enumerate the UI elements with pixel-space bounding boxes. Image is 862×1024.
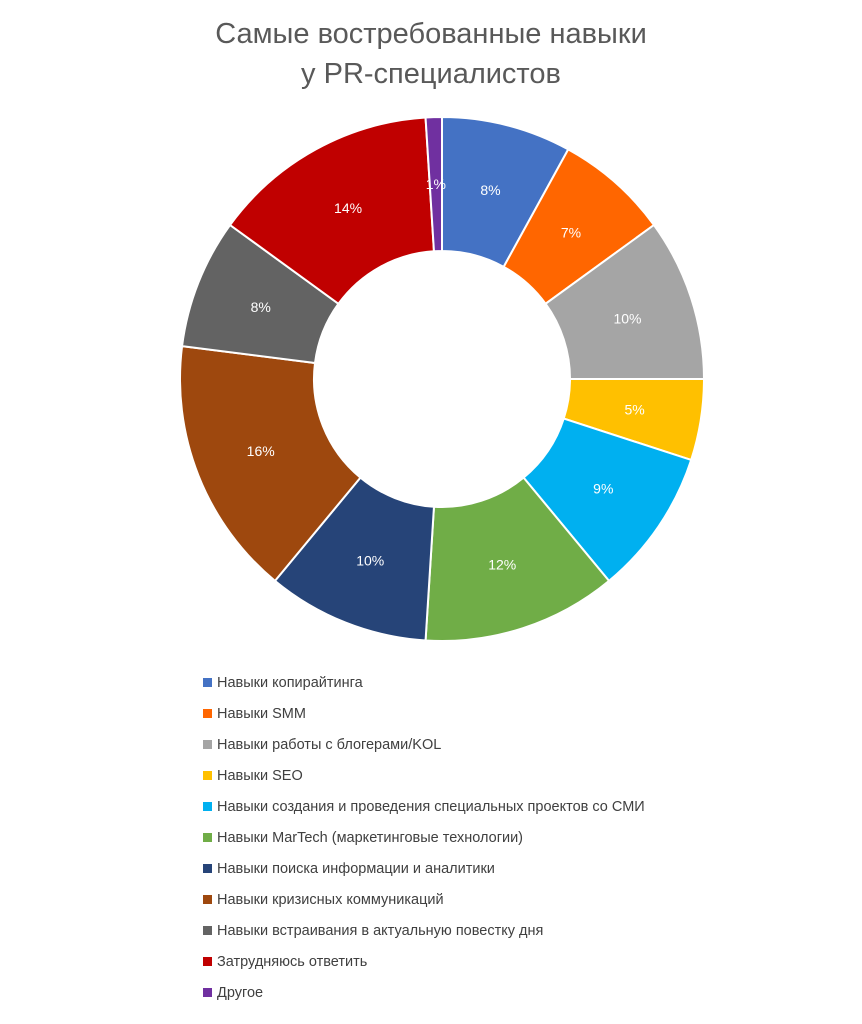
slice-data-label: 8%: [480, 182, 500, 198]
slice-data-label: 9%: [593, 481, 613, 497]
legend-item: Навыки создания и проведения специальных…: [203, 791, 645, 822]
legend-label: Навыки встраивания в актуальную повестку…: [217, 922, 544, 939]
legend-label: Навыки создания и проведения специальных…: [217, 798, 645, 815]
donut-slice: [179, 345, 362, 583]
donut-slice: [424, 115, 443, 253]
slice-data-label: 16%: [247, 443, 275, 459]
legend-item: Навыки SMM: [203, 698, 645, 729]
chart-title: Самые востребованные навыки у PR-специал…: [0, 14, 862, 94]
donut-slice: [228, 116, 436, 306]
legend-swatch: [203, 864, 212, 873]
legend-swatch: [203, 771, 212, 780]
legend-item: Навыки встраивания в актуальную повестку…: [203, 915, 645, 946]
slice-data-label: 7%: [561, 225, 581, 241]
legend-item: Навыки MarTech (маркетинговые технологии…: [203, 822, 645, 853]
slice-data-label: 1%: [426, 176, 446, 192]
legend-item: Навыки работы с блогерами/KOL: [203, 729, 645, 760]
legend-label: Навыки MarTech (маркетинговые технологии…: [217, 829, 524, 846]
legend-label: Навыки SEO: [217, 767, 303, 784]
legend-swatch: [203, 802, 212, 811]
slice-data-label: 10%: [356, 552, 384, 568]
legend-item: Навыки копирайтинга: [203, 667, 645, 698]
legend-swatch: [203, 833, 212, 842]
legend-swatch: [203, 957, 212, 966]
legend-label: Навыки кризисных коммуникаций: [217, 891, 444, 908]
slice-data-label: 5%: [624, 402, 644, 418]
slice-data-label: 12%: [488, 556, 516, 572]
legend-swatch: [203, 895, 212, 904]
legend-swatch: [203, 740, 212, 749]
donut-slices: [179, 115, 706, 642]
slice-data-label: 10%: [613, 311, 641, 327]
legend-label: Другое: [217, 984, 264, 1001]
legend-label: Навыки поиска информации и аналитики: [217, 860, 495, 877]
legend-label: Навыки работы с блогерами/KOL: [217, 736, 442, 753]
donut-data-labels: 8% 7% 10% 5% 9% 12% 10% 16% 8% 14% 1%: [247, 176, 645, 572]
legend-label: Навыки копирайтинга: [217, 674, 363, 691]
legend-swatch: [203, 926, 212, 935]
slice-data-label: 14%: [334, 200, 362, 216]
legend-item: Навыки поиска информации и аналитики: [203, 853, 645, 884]
slice-data-label: 8%: [251, 299, 271, 315]
chart-title-line-2: у PR-специалистов: [301, 58, 561, 90]
legend-swatch: [203, 678, 212, 687]
legend-swatch: [203, 988, 212, 997]
chart-legend: Навыки копирайтинга Навыки SMM Навыки рабо…: [203, 667, 645, 1008]
chart-title-line-1: Самые востребованные навыки: [215, 18, 647, 50]
legend-item: Затрудняюсь ответить: [203, 946, 645, 977]
donut-chart: 8% 7% 10% 5% 9% 12% 10% 16% 8% 14% 1%: [179, 115, 706, 642]
legend-item: Другое: [203, 977, 645, 1008]
legend-label: Затрудняюсь ответить: [217, 953, 368, 970]
legend-item: Навыки кризисных коммуникаций: [203, 884, 645, 915]
legend-label: Навыки SMM: [217, 705, 306, 722]
legend-swatch: [203, 709, 212, 718]
legend-item: Навыки SEO: [203, 760, 645, 791]
